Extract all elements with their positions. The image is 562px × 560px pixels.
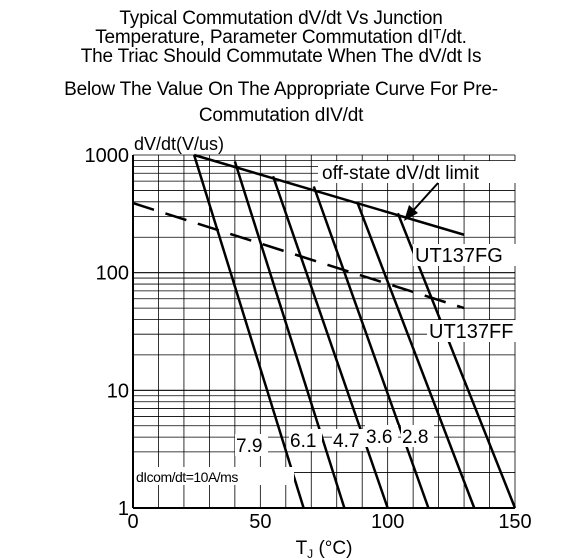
dicom-label: dIcom/dt=10A/ms xyxy=(136,469,238,485)
chart-title-line-2: Temperature, Parameter Commutation dIᵀ/d… xyxy=(95,27,467,48)
limit-arrow xyxy=(409,182,439,215)
axes xyxy=(132,155,515,509)
series-label-background xyxy=(365,425,398,447)
series-line xyxy=(233,161,346,509)
dicom-label-background xyxy=(134,467,294,485)
ut137fg-label-background xyxy=(413,244,521,266)
series-label: 3.6 xyxy=(366,427,392,448)
y-tick-label: 1000 xyxy=(85,145,130,167)
series-line xyxy=(355,201,476,509)
series-line xyxy=(192,154,305,509)
series-label-background xyxy=(332,429,365,451)
tick-labels: 1 10 100 1000 0 50 100 150 dV/dt(V/us) TJ (°C) xyxy=(85,134,532,560)
annotations: off-state dV/dt limit UT137FG UT137FF 7.9 6.… xyxy=(134,161,531,485)
series-line xyxy=(312,186,430,509)
limit-label-background xyxy=(318,161,518,183)
series-line xyxy=(271,175,389,509)
chart-title-line-5: Commutation dIV/dt xyxy=(198,105,364,126)
limit-arrow-head xyxy=(404,205,418,221)
chart-title-line-1: Typical Commutation dV/dt Vs Junction xyxy=(119,8,443,29)
x-tick-label: 150 xyxy=(498,511,531,533)
series-label-background xyxy=(401,425,434,447)
x-tick-label: 50 xyxy=(249,511,271,533)
y-tick-label: 1 xyxy=(118,498,129,520)
series-label-background xyxy=(289,429,322,451)
series-label: 4.7 xyxy=(333,431,359,452)
y-tick-label: 100 xyxy=(96,263,129,285)
x-tick-label: 100 xyxy=(371,511,404,533)
chart-title-line-4: Below The Value On The Appropriate Curve… xyxy=(64,79,498,100)
series-lines xyxy=(132,153,517,509)
off-state-limit-line xyxy=(193,153,465,236)
ut137ff-label: UT137FF xyxy=(429,321,513,343)
x-axis-label: TJ (°C) xyxy=(296,538,353,560)
series-label-background xyxy=(235,434,268,456)
y-tick-label: 10 xyxy=(107,380,129,402)
series-label: 7.9 xyxy=(236,436,262,457)
series-label: 6.1 xyxy=(290,431,316,452)
ut137ff-dashed-line xyxy=(132,201,465,310)
limit-line-label: off-state dV/dt limit xyxy=(322,163,480,184)
chart-title-line-3: The Triac Should Commutate When The dV/d… xyxy=(80,46,482,67)
ut137fg-label: UT137FG xyxy=(415,245,503,267)
x-tick-label: 0 xyxy=(127,511,138,533)
ut137ff-label-background xyxy=(427,320,531,342)
y-axis-label: dV/dt(V/us) xyxy=(134,134,224,154)
series-label: 2.8 xyxy=(402,427,428,448)
